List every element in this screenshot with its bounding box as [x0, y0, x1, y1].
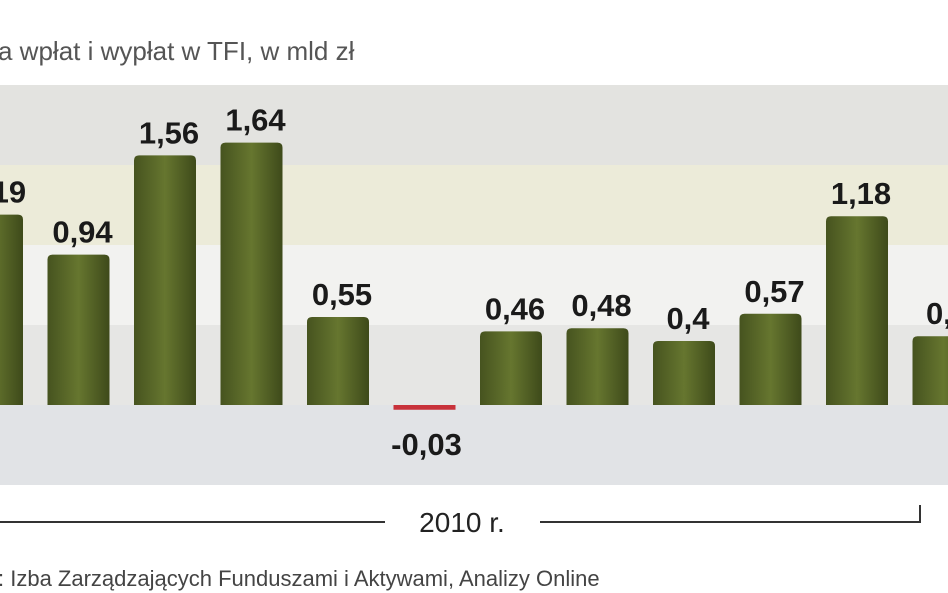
value-label: 0,48: [571, 288, 631, 323]
bar: [912, 336, 948, 405]
value-label: 0,4: [926, 296, 948, 331]
bar: [134, 155, 196, 405]
band: [0, 405, 948, 485]
bar: [826, 216, 888, 405]
band: [0, 85, 948, 165]
chart-title: a wpłat i wypłat w TFI, w mld zł: [0, 36, 355, 66]
period-label: 2010 r.: [419, 507, 505, 538]
bar: [480, 331, 542, 405]
bar: [0, 214, 23, 405]
value-label: 1,18: [831, 176, 891, 211]
value-label: 1,64: [225, 103, 286, 138]
bar: [653, 341, 715, 405]
value-label: -0,03: [391, 427, 462, 462]
bar: [47, 254, 110, 405]
value-label: 0,4: [666, 301, 710, 336]
value-label: 0,46: [485, 291, 545, 326]
bar: [220, 142, 283, 405]
bar: [307, 317, 369, 405]
period-bracket: [540, 505, 921, 523]
source: : Izba Zarządzających Funduszami i Aktyw…: [0, 566, 600, 591]
value-label: 1,19: [0, 175, 26, 210]
bar: [393, 405, 456, 410]
value-label: 1,56: [139, 115, 199, 150]
value-label: 0,57: [744, 274, 804, 309]
bar: [739, 313, 802, 405]
value-label: 0,55: [312, 277, 372, 312]
bar: [566, 328, 629, 405]
value-label: 0,94: [52, 215, 113, 250]
